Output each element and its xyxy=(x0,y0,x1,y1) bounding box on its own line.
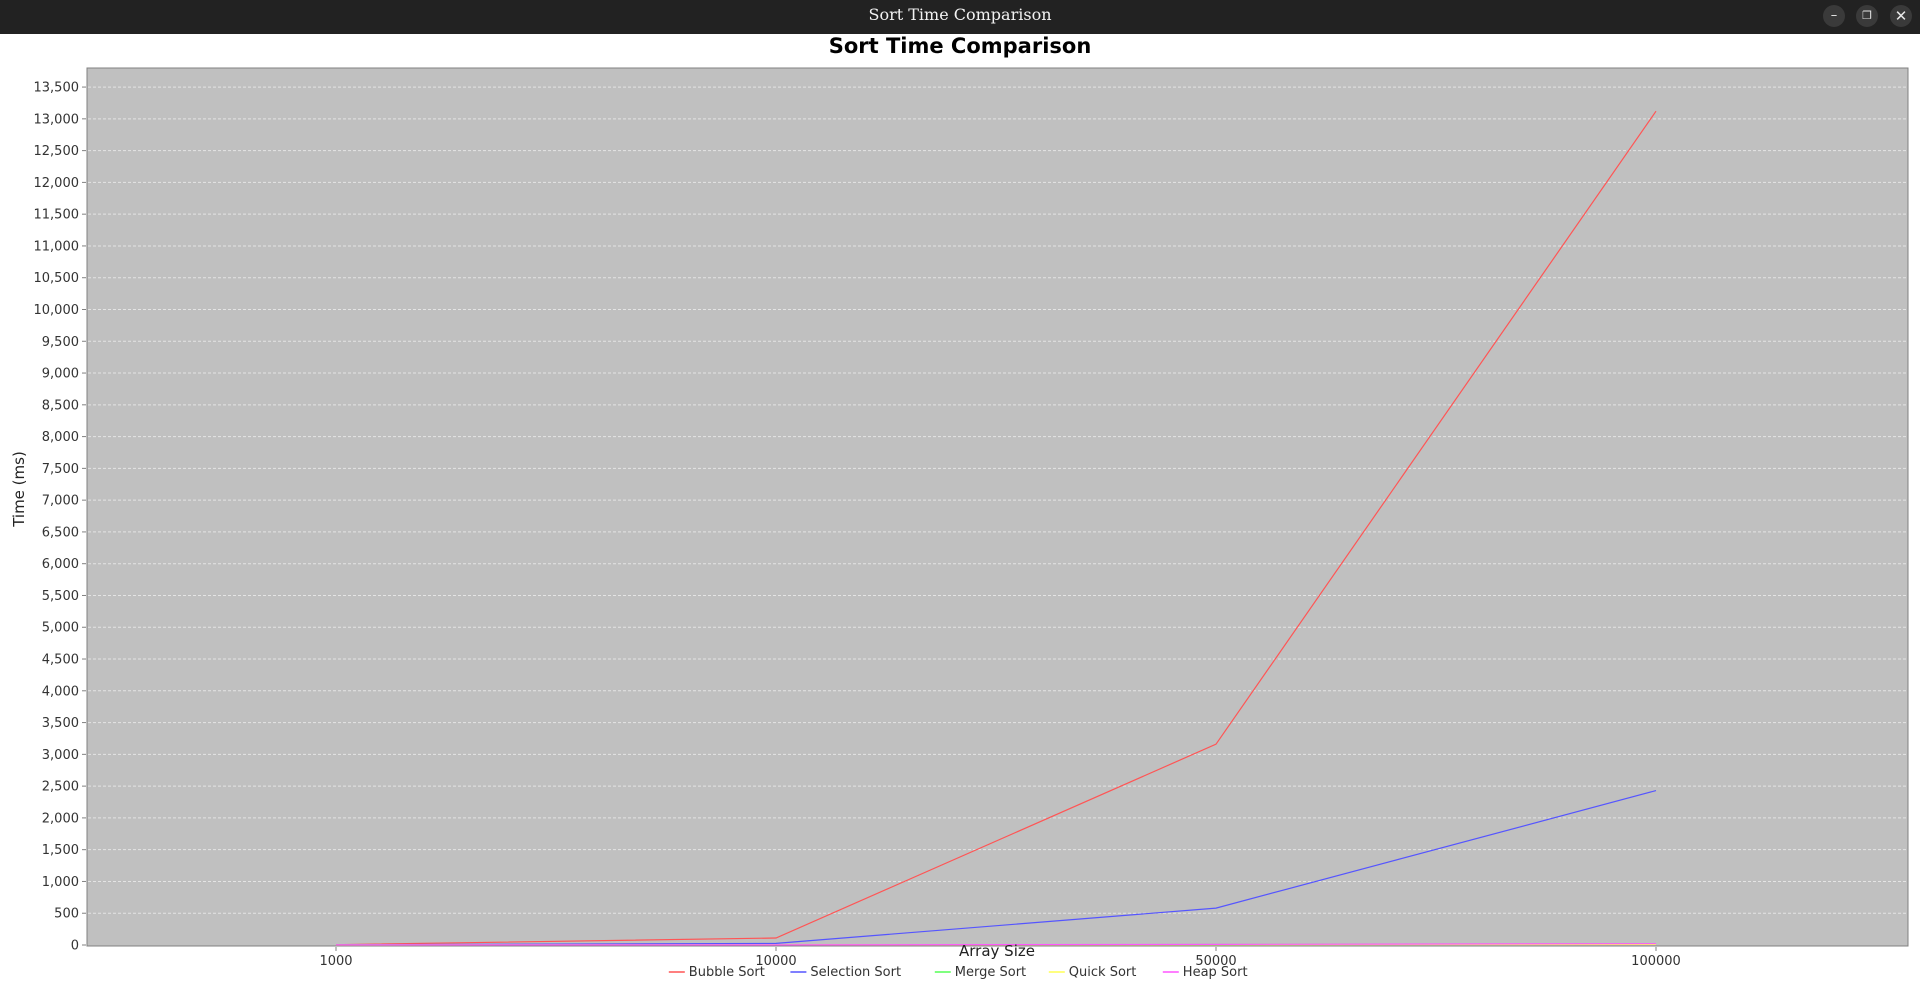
y-tick-label: 2,500 xyxy=(42,780,79,795)
y-tick-label: 3,000 xyxy=(42,748,79,763)
series-line-bubble-sort xyxy=(335,110,1657,946)
y-tick-label: 8,500 xyxy=(42,398,79,413)
y-tick-label: 13,500 xyxy=(34,81,80,96)
y-tick-label: 9,000 xyxy=(42,367,79,382)
y-tick-label: 11,500 xyxy=(34,208,80,223)
y-tick-label: 12,500 xyxy=(34,144,80,159)
legend-label: Merge Sort xyxy=(955,965,1026,980)
chart: Sort Time Comparison 0 500 1,000 1,500 2,000… xyxy=(10,34,1909,980)
x-tick-label: 1000 xyxy=(319,954,352,969)
y-axis-label: Time (ms) xyxy=(10,451,28,528)
series-line-heap-sort xyxy=(336,943,1657,946)
legend-item: Selection Sort xyxy=(790,965,901,980)
y-tick-label: 2,000 xyxy=(42,811,79,826)
x-axis-label: Array Size xyxy=(959,942,1035,960)
y-tick-label: 6,500 xyxy=(42,525,79,540)
y-axis-ticks: 0 500 1,000 1,500 2,000 2,500 3,000 3,500 4,000 4… xyxy=(34,81,86,954)
y-tick-label: 8,000 xyxy=(42,430,79,445)
y-tick-label: 7,000 xyxy=(42,494,79,509)
x-axis-ticks: 1000 10000 50000 100000 xyxy=(319,947,1681,969)
legend-label: Bubble Sort xyxy=(689,965,765,980)
y-tick-label: 4,500 xyxy=(42,653,79,668)
legend-item: Bubble Sort xyxy=(668,965,765,980)
minimize-button[interactable]: – xyxy=(1823,5,1845,27)
y-tick-label: 11,000 xyxy=(34,239,80,254)
window-titlebar: Sort Time Comparison – ❐ ✕ xyxy=(0,0,1920,34)
y-tick-label: 3,500 xyxy=(42,716,79,731)
legend-label: Selection Sort xyxy=(810,965,901,980)
y-tick-label: 9,500 xyxy=(42,335,79,350)
legend: Bubble Sort Selection Sort Merge Sort Quick… xyxy=(668,965,1248,980)
legend-label: Quick Sort xyxy=(1069,965,1137,980)
y-tick-label: 10,000 xyxy=(34,303,80,318)
close-button[interactable]: ✕ xyxy=(1890,5,1912,27)
y-tick-label: 13,000 xyxy=(34,112,80,127)
y-tick-label: 5,500 xyxy=(42,589,79,604)
y-tick-label: 4,000 xyxy=(42,684,79,699)
legend-item: Quick Sort xyxy=(1048,965,1137,980)
y-tick-label: 1,500 xyxy=(42,843,79,858)
legend-item: Heap Sort xyxy=(1162,965,1248,980)
series-lines xyxy=(335,110,1657,946)
maximize-button[interactable]: ❐ xyxy=(1856,5,1878,27)
y-tick-label: 6,000 xyxy=(42,557,79,572)
y-tick-label: 1,000 xyxy=(42,875,79,890)
chart-title: Sort Time Comparison xyxy=(829,34,1092,58)
x-tick-label: 100000 xyxy=(1631,954,1681,969)
plot-area xyxy=(86,67,1909,947)
series-line-selection-sort xyxy=(335,790,1657,946)
window-title: Sort Time Comparison xyxy=(868,5,1052,24)
x-tick-label: 10000 xyxy=(755,954,796,969)
x-tick-label: 50000 xyxy=(1195,954,1236,969)
y-tick-label: 5,000 xyxy=(42,621,79,636)
y-tick-label: 0 xyxy=(71,939,79,954)
y-tick-label: 10,500 xyxy=(34,271,80,286)
y-tick-label: 7,500 xyxy=(42,462,79,477)
legend-item: Merge Sort xyxy=(934,965,1026,980)
legend-label: Heap Sort xyxy=(1183,965,1248,980)
grid-lines xyxy=(88,86,1908,914)
y-tick-label: 12,000 xyxy=(34,176,80,191)
y-tick-label: 500 xyxy=(54,907,79,922)
